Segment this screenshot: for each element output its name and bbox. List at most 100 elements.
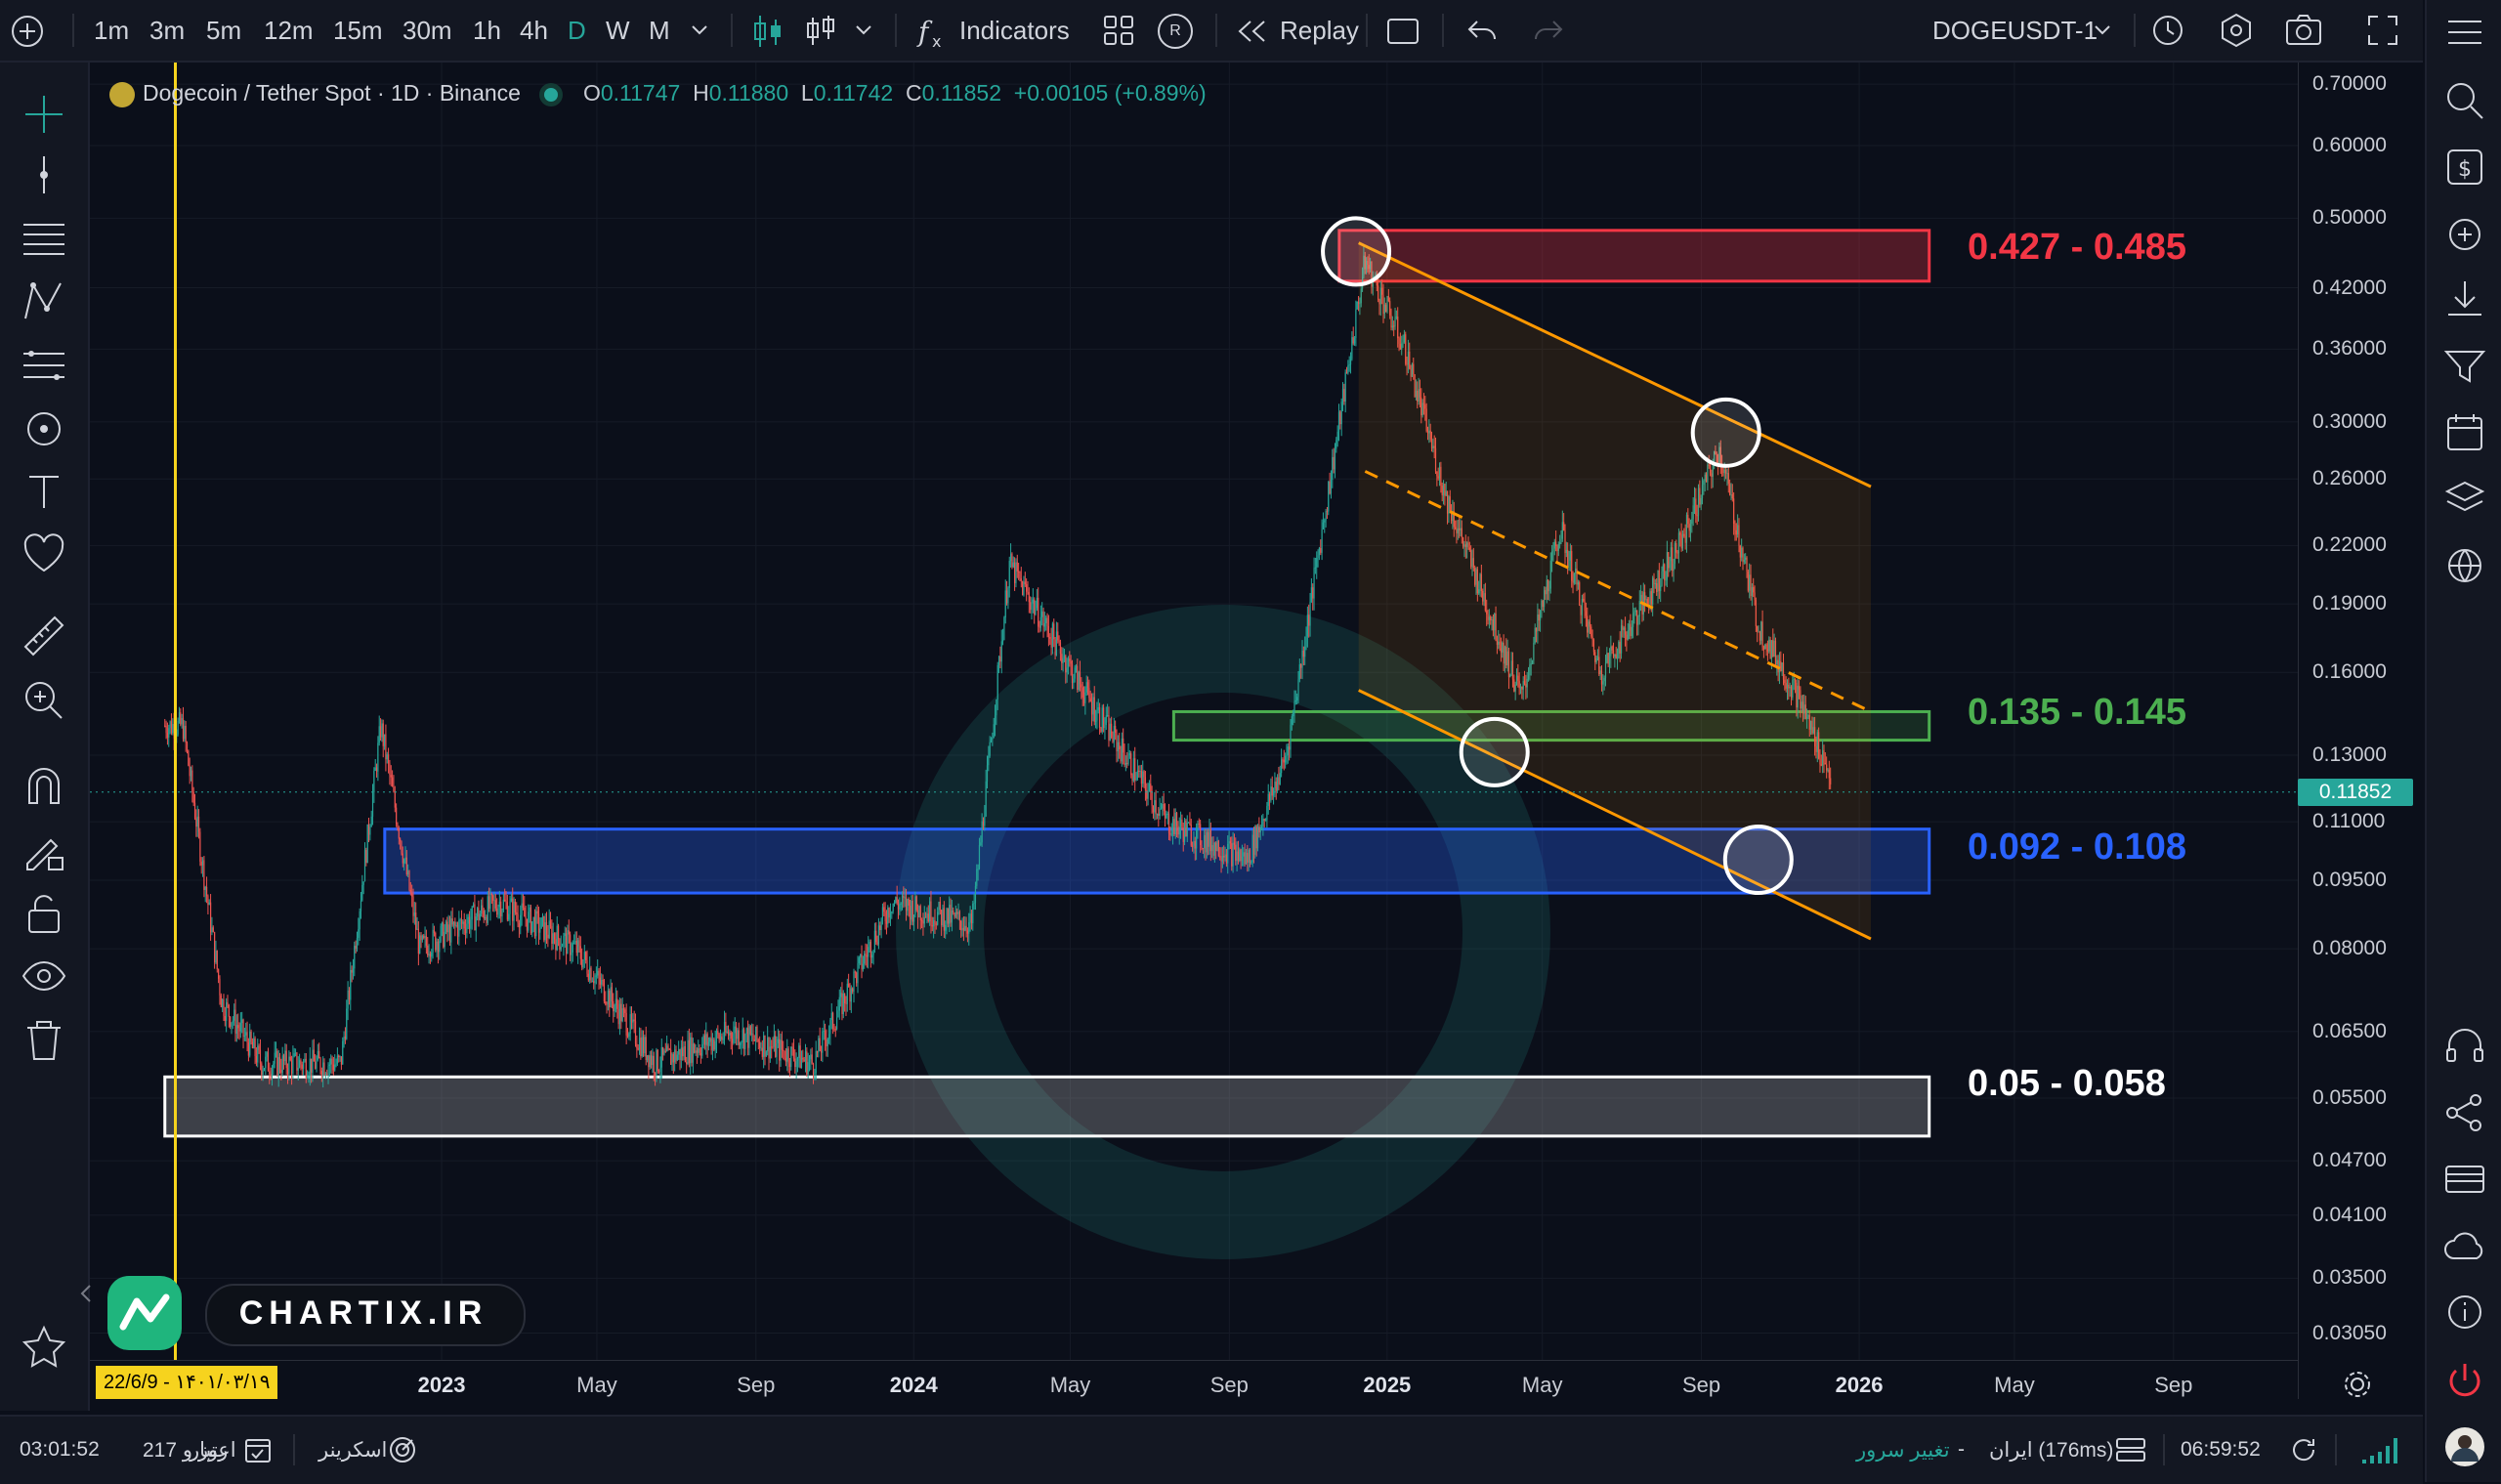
add-symbol-icon[interactable]: [10, 14, 45, 49]
calendar-icon[interactable]: [2440, 408, 2489, 457]
candle-body: [607, 990, 610, 1004]
menu-icon[interactable]: [2440, 8, 2489, 57]
interval-d[interactable]: D: [568, 16, 586, 45]
candle-body: [692, 1043, 694, 1063]
power-icon[interactable]: [2440, 1356, 2489, 1405]
circle-target-icon[interactable]: [20, 404, 68, 453]
symbol-name[interactable]: DOGEUSDT-1: [1932, 16, 2098, 45]
crosshair-icon[interactable]: [20, 90, 68, 139]
search-icon[interactable]: [2440, 76, 2489, 125]
bars-chart-type-icon[interactable]: [803, 12, 838, 51]
rectangle-icon[interactable]: [1385, 16, 1420, 47]
candle-body: [455, 925, 457, 927]
candle-body: [827, 1039, 828, 1046]
candle-body: [954, 912, 956, 917]
star-icon[interactable]: [20, 1323, 68, 1372]
magnet-icon[interactable]: [20, 762, 68, 811]
fullscreen-icon[interactable]: [2366, 14, 2399, 47]
candle-body: [1231, 843, 1233, 867]
candle-body: [423, 935, 425, 939]
alarm-add-icon[interactable]: [2440, 209, 2489, 258]
candle-body: [1432, 445, 1434, 449]
candle-body: [659, 1067, 661, 1072]
candle-body: [215, 951, 217, 963]
horizontal-lines-icon[interactable]: [20, 215, 68, 264]
redo-icon[interactable]: [1532, 16, 1565, 45]
ruler-icon[interactable]: [20, 612, 68, 660]
candle-body: [433, 929, 436, 933]
candle-body: [610, 987, 612, 1008]
indicators-icon[interactable]: f x: [914, 12, 954, 51]
change-server-link[interactable]: تغییر سرور: [1856, 1439, 1950, 1462]
candle-body: [1557, 544, 1559, 552]
screener-button[interactable]: اسکرینر: [318, 1439, 388, 1462]
heart-icon[interactable]: [20, 530, 68, 578]
download-icon[interactable]: [2440, 276, 2489, 324]
candles-chart-type-icon[interactable]: [750, 12, 785, 51]
candle-body: [1333, 456, 1335, 470]
indicators-button[interactable]: Indicators: [959, 16, 1070, 45]
headset-icon[interactable]: [2440, 1022, 2489, 1071]
replay-rewind-icon[interactable]: [1237, 18, 1268, 45]
text-tool-icon[interactable]: [20, 467, 68, 516]
replay-button[interactable]: Replay: [1280, 16, 1359, 45]
candle-body: [1053, 623, 1055, 640]
layout-grid-icon[interactable]: [1102, 14, 1135, 47]
settings-gear-icon[interactable]: [2341, 1368, 2374, 1401]
price-axis[interactable]: 0.70000 0.60000 0.50000 0.42000 0.36000 0.300…: [2298, 63, 2424, 1399]
chevron-down-icon[interactable]: [690, 23, 709, 37]
globe-icon[interactable]: [2440, 541, 2489, 590]
fib-tool-icon[interactable]: [20, 342, 68, 391]
settings-hexagon-icon[interactable]: [2218, 12, 2255, 49]
screener-radar-icon[interactable]: [387, 1434, 418, 1465]
trend-line-icon[interactable]: [20, 150, 68, 199]
candle-body: [1084, 692, 1086, 703]
eye-icon[interactable]: [20, 952, 68, 1000]
interval-12m[interactable]: 12m: [264, 16, 314, 45]
interval-1h[interactable]: 1h: [473, 16, 501, 45]
interval-1m[interactable]: 1m: [94, 16, 130, 45]
card-icon[interactable]: [2440, 1155, 2489, 1204]
trash-icon[interactable]: [20, 1016, 68, 1065]
candle-body: [1794, 679, 1797, 683]
candle-body: [831, 1012, 834, 1030]
interval-30m[interactable]: 30m: [403, 16, 452, 45]
price-chart[interactable]: [90, 63, 2298, 1399]
layers-icon[interactable]: [2440, 475, 2489, 524]
unlock-icon[interactable]: [20, 889, 68, 938]
interval-3m[interactable]: 3m: [149, 16, 186, 45]
candle-body: [1492, 619, 1494, 631]
pattern-tool-icon[interactable]: [20, 277, 68, 326]
interval-5m[interactable]: 5m: [206, 16, 242, 45]
interval-m[interactable]: M: [649, 16, 670, 45]
interval-15m[interactable]: 15m: [333, 16, 383, 45]
avatar[interactable]: [2440, 1422, 2489, 1471]
chart-pane[interactable]: [90, 63, 2298, 1399]
r-badge[interactable]: R: [1158, 14, 1193, 49]
cloud-sync-icon[interactable]: [2440, 1221, 2489, 1270]
info-icon[interactable]: [2440, 1288, 2489, 1336]
candle-body: [731, 1039, 734, 1043]
calendar-check-icon[interactable]: [242, 1434, 274, 1465]
filter-icon[interactable]: [2440, 342, 2489, 391]
candle-body: [1216, 840, 1218, 852]
interval-4h[interactable]: 4h: [520, 16, 548, 45]
time-axis[interactable]: 2023 May Sep 2024 May Sep 2025 May Sep 2026 May Sep: [90, 1360, 2298, 1402]
share-icon[interactable]: [2440, 1088, 2489, 1137]
collapse-chevron-icon[interactable]: [78, 1282, 94, 1305]
alert-clock-icon[interactable]: [2149, 12, 2186, 49]
candle-body: [1054, 639, 1056, 656]
zoom-in-icon[interactable]: [20, 676, 68, 725]
candle-body: [1660, 585, 1662, 591]
candle-body: [1411, 363, 1414, 377]
dollar-icon[interactable]: $: [2440, 143, 2489, 191]
refresh-icon[interactable]: [2288, 1434, 2319, 1465]
pencil-lock-icon[interactable]: [20, 827, 68, 875]
candle-body: [964, 925, 966, 931]
chevron-down-icon[interactable]: [2093, 23, 2112, 37]
undo-icon[interactable]: [1465, 16, 1499, 45]
chevron-down-icon[interactable]: [854, 23, 873, 37]
candle-body: [369, 827, 371, 835]
interval-w[interactable]: W: [606, 16, 630, 45]
camera-icon[interactable]: [2284, 12, 2323, 49]
